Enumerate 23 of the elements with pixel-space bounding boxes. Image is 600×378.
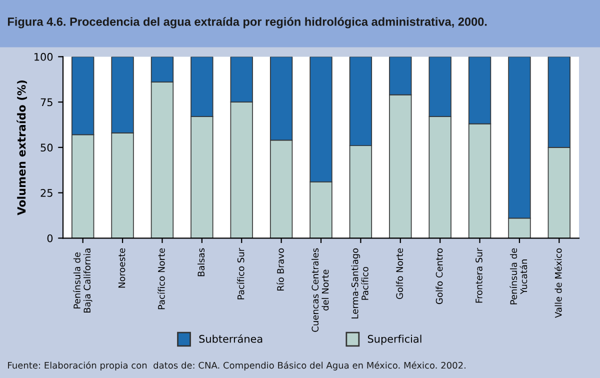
x-tick-label: Frontera Sur [476, 248, 482, 303]
x-tick-label: Río Bravo [276, 248, 284, 290]
y-tick-label: 50 [40, 144, 53, 152]
x-tick-label: Valle de México [554, 248, 562, 318]
x-tick-label: Balsas [198, 248, 205, 276]
source-note: Fuente: Elaboración propia con datos de: CNA. Compendio Básico del Agua en México. México. 2002. [8, 361, 466, 370]
x-tick-label: Golfo Centro [436, 248, 443, 304]
x-tick-label: Golfo Norte [396, 248, 404, 300]
y-axis-title: Volumen extraído (%) [16, 80, 27, 216]
x-tick-label: Península de Yucatán [510, 248, 528, 304]
x-tick-label: Península de Baja California [73, 248, 92, 312]
x-tick-label: Lerma-Santiago Pacífico [351, 248, 368, 318]
y-tick-label: 25 [40, 189, 52, 197]
x-tick-label: Cuencas Centrales del Norte [312, 248, 329, 332]
y-tick-label: 75 [40, 98, 52, 106]
x-tick-label: Noroeste [118, 248, 126, 288]
y-tick-label: 0 [47, 234, 53, 242]
x-tick-label: Pacífico Sur [236, 248, 244, 300]
legend-label: Superficial [368, 334, 422, 345]
legend-label: Subterránea [199, 334, 262, 343]
x-tick-label: Pacífico Norte [158, 248, 165, 310]
chart-title: Figura 4.6. Procedencia del agua extraída por región hidrológica administrativa, 2000. [8, 17, 487, 28]
y-tick-label: 100 [34, 52, 53, 61]
